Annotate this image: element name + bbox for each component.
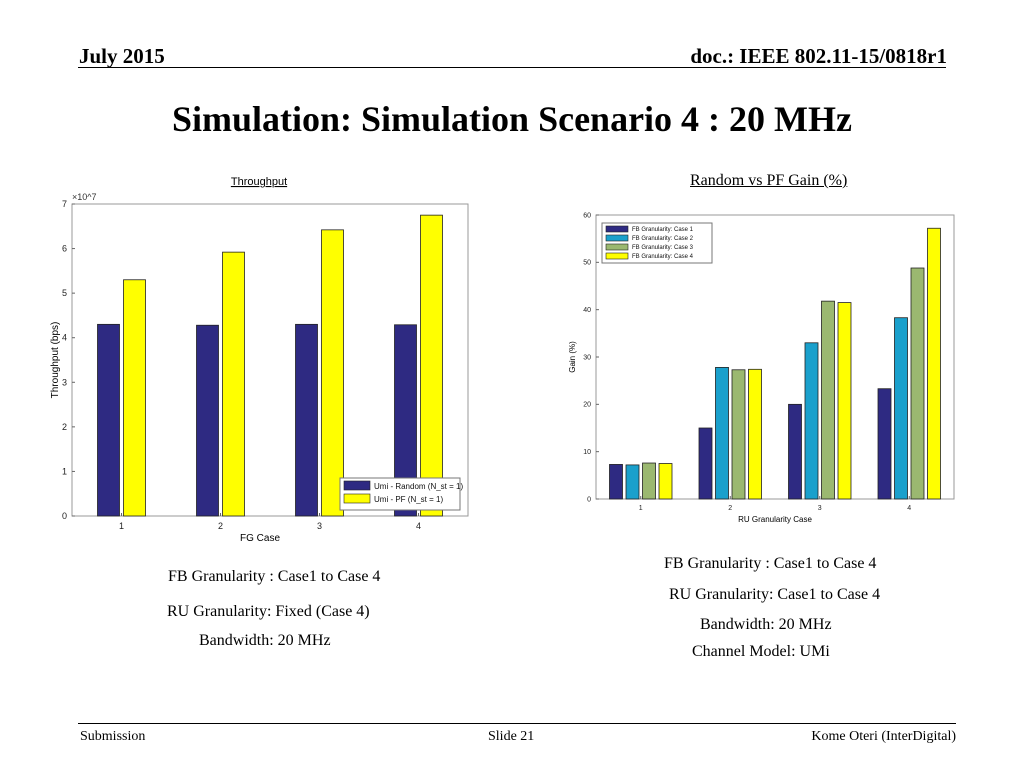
legend-label: Umi - PF (N_st = 1) — [374, 495, 443, 504]
gain-chart-title: Random vs PF Gain (%) — [690, 172, 848, 189]
throughput-chart: Throughput ×10^7 0 1 2 3 4 5 6 7 1 2 3 4 Throughpu… — [48, 170, 488, 550]
footer-submission: Submission — [80, 729, 146, 744]
y-tick-label: 30 — [583, 354, 591, 361]
slide-title: Simulation: Simulation Scenario 4 : 20 M… — [171, 99, 852, 139]
legend-swatch — [343, 480, 371, 491]
legend-label: FB Granularity: Case 1 — [632, 227, 694, 233]
bar-series-4-case-1 — [658, 463, 673, 500]
footer-divider — [78, 723, 956, 724]
y-tick-label: 3 — [62, 377, 67, 387]
bar-series-3-case-4 — [910, 267, 925, 500]
x-axis-label-suffix: Case — [257, 533, 281, 544]
legend-swatch — [605, 243, 629, 251]
x-axis-label: FG Case — [240, 533, 280, 544]
x-tick-label: 1 — [119, 521, 124, 531]
y-axis-ticks: 0 10 20 30 40 50 60 — [583, 212, 599, 503]
y-tick-label: 5 — [62, 288, 67, 298]
bar-series-3-case-3 — [821, 300, 835, 500]
x-tick-label: 2 — [728, 505, 732, 512]
bar-series-2-case-4 — [894, 317, 908, 500]
bar-series-1-case-1 — [97, 323, 120, 517]
legend-label: Umi - Random (N_st = 1) — [374, 482, 463, 491]
bar-series-1-case-1 — [609, 464, 623, 500]
y-multiplier: ×10^7 — [72, 192, 97, 202]
y-tick-label: 60 — [583, 212, 591, 219]
note-right-ru: RU Granularity: Case1 to Case 4 — [669, 586, 881, 603]
bar-series-2-case-1 — [123, 279, 146, 517]
y-tick-label: 50 — [583, 260, 591, 267]
x-tick-label: 1 — [639, 505, 643, 512]
note-right-channel: Channel Model: UMi — [692, 643, 830, 660]
bar-series-4-case-2 — [748, 368, 762, 500]
x-axis-label: RU Granularity Case — [738, 515, 812, 524]
y-tick-label: 40 — [583, 307, 591, 314]
x-axis-ticks: 1 2 3 4 — [119, 513, 421, 531]
bar-series-1-case-3 — [788, 403, 802, 500]
legend-label: FB Granularity: Case 4 — [632, 254, 694, 260]
bar-series-2-case-3 — [321, 229, 344, 517]
x-tick-label: 3 — [317, 521, 322, 531]
legend: Umi - Random (N_st = 1) Umi - PF (N_st = … — [339, 477, 463, 511]
bar-series-1-case-4 — [877, 388, 892, 500]
legend-swatch — [605, 225, 629, 233]
y-tick-label: 2 — [62, 422, 67, 432]
note-left-bw: Bandwidth: 20 MHz — [199, 632, 331, 649]
bars — [609, 227, 941, 500]
note-left-ru: RU Granularity: Fixed (Case 4) — [167, 603, 370, 620]
y-tick-label: 4 — [62, 333, 67, 343]
legend-swatch — [605, 234, 629, 242]
legend-swatch — [343, 493, 371, 504]
bar-series-2-case-1 — [625, 464, 640, 500]
footer-author: Kome Oteri (InterDigital) — [811, 729, 956, 744]
note-left-fb: FB Granularity : Case1 to Case 4 — [168, 568, 381, 585]
y-tick-label: 0 — [62, 511, 67, 521]
bar-series-2-case-2 — [715, 367, 729, 500]
x-tick-label: 3 — [818, 505, 822, 512]
x-axis-ticks: 1 2 3 4 — [639, 496, 911, 512]
legend-label: FB Granularity: Case 2 — [632, 236, 694, 242]
bar-series-1-case-3 — [295, 323, 318, 517]
x-axis-label-main: FG — [240, 533, 254, 544]
bar-series-2-case-3 — [804, 342, 819, 500]
y-tick-label: 1 — [62, 466, 67, 476]
y-tick-label: 6 — [62, 244, 67, 254]
y-axis-ticks: 0 1 2 3 4 5 6 7 — [62, 199, 75, 521]
bar-series-3-case-1 — [642, 462, 656, 500]
x-tick-label: 4 — [907, 505, 911, 512]
bar-series-1-case-2 — [196, 324, 219, 517]
x-tick-label: 4 — [416, 521, 421, 531]
header-date: July 2015 — [79, 44, 165, 68]
y-tick-label: 20 — [583, 402, 591, 409]
legend-swatch — [605, 252, 629, 260]
plot-area — [71, 203, 469, 517]
x-tick-label: 2 — [218, 521, 223, 531]
bar-series-1-case-4 — [394, 324, 417, 517]
footer-slide-number: Slide 21 — [488, 729, 535, 744]
y-tick-label: 0 — [587, 496, 591, 503]
legend-label: FB Granularity: Case 3 — [632, 245, 694, 251]
gain-chart: 0 10 20 30 40 50 60 1 2 3 4 Gain (%) RU Granulari… — [560, 207, 960, 527]
y-tick-label: 7 — [62, 199, 67, 209]
bar-series-1-case-2 — [698, 427, 713, 500]
bar-series-4-case-3 — [837, 302, 852, 500]
bar-series-2-case-2 — [222, 251, 245, 517]
y-axis-label: Throughput (bps) — [50, 322, 61, 399]
y-axis-label: Gain (%) — [568, 341, 577, 373]
bar-series-4-case-4 — [927, 227, 941, 500]
legend: FB Granularity: Case 1 FB Granularity: Ca… — [601, 222, 713, 264]
header-divider — [78, 67, 946, 68]
y-tick-label: 10 — [583, 449, 591, 456]
header-doc-id: doc.: IEEE 802.11-15/0818r1 — [690, 44, 947, 68]
note-right-bw: Bandwidth: 20 MHz — [700, 616, 832, 633]
bars — [97, 214, 443, 517]
bar-series-3-case-2 — [731, 369, 746, 500]
note-right-fb: FB Granularity : Case1 to Case 4 — [664, 555, 877, 572]
bar-series-2-case-4 — [420, 214, 443, 517]
chart-title: Throughput — [231, 176, 287, 188]
